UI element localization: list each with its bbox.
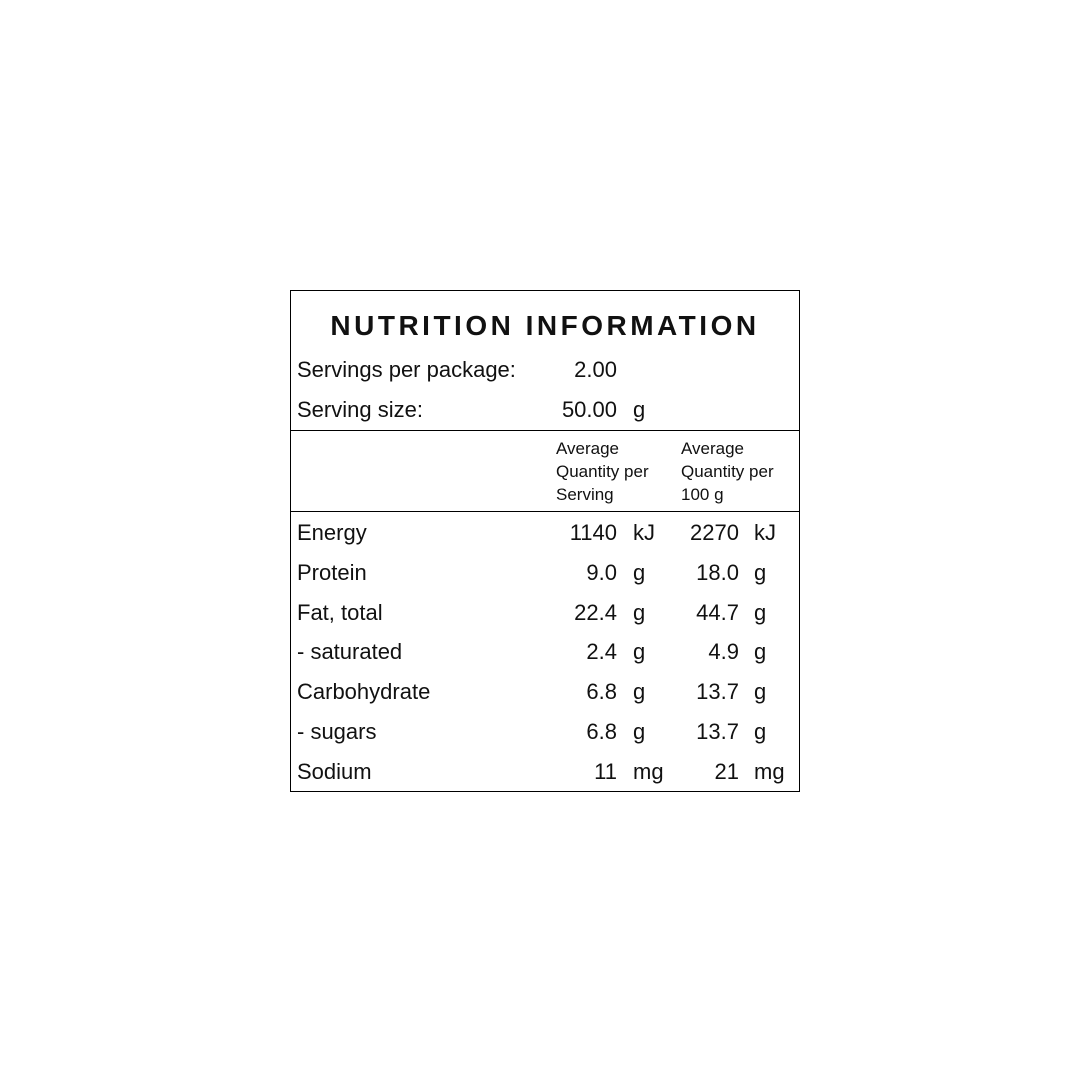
per-serving-value: 11 bbox=[594, 758, 617, 784]
per-100g-unit: g bbox=[754, 679, 767, 705]
per-100g-unit: mg bbox=[754, 758, 785, 784]
per-serving-unit: g bbox=[633, 679, 646, 705]
per-serving-unit: kJ bbox=[633, 520, 655, 545]
per-serving-value: 9.0 bbox=[586, 559, 617, 585]
divider bbox=[291, 511, 799, 512]
nutrition-panel: NUTRITION INFORMATION Servings per packag… bbox=[290, 290, 800, 792]
nutrient-name: Fat, total bbox=[297, 599, 383, 625]
per-serving-unit: g bbox=[633, 559, 646, 585]
nutrient-name: Sodium bbox=[297, 758, 372, 784]
nutrient-name: - saturated bbox=[297, 639, 403, 665]
per-100g-value: 13.7 bbox=[696, 719, 739, 744]
column-header: 100 g bbox=[681, 485, 724, 504]
per-serving-value: 6.8 bbox=[586, 719, 617, 744]
per-100g-value: 44.7 bbox=[696, 599, 739, 625]
column-header: Average bbox=[556, 439, 620, 458]
column-header: Quantity per bbox=[556, 462, 649, 481]
serving-size-unit: g bbox=[633, 397, 646, 422]
per-100g-unit: g bbox=[754, 599, 767, 625]
column-header: Serving bbox=[556, 485, 614, 504]
per-100g-unit: g bbox=[754, 559, 767, 585]
per-100g-unit: g bbox=[754, 719, 767, 744]
serving-size-label: Serving size: bbox=[297, 397, 423, 422]
per-serving-value: 1140 bbox=[569, 520, 617, 545]
per-serving-unit: g bbox=[633, 719, 646, 744]
nutrient-name: Carbohydrate bbox=[297, 679, 431, 705]
divider bbox=[291, 430, 799, 431]
per-100g-value: 13.7 bbox=[696, 679, 739, 705]
nutrient-name: Energy bbox=[297, 520, 367, 545]
per-100g-value: 4.9 bbox=[708, 639, 739, 665]
column-header: Quantity per bbox=[681, 462, 774, 481]
per-serving-unit: mg bbox=[633, 758, 664, 784]
per-100g-unit: g bbox=[754, 639, 767, 665]
per-serving-value: 6.8 bbox=[586, 679, 617, 705]
serving-size-value: 50.00 bbox=[561, 397, 617, 422]
per-100g-value: 2270 bbox=[690, 520, 739, 545]
per-serving-value: 2.4 bbox=[586, 639, 617, 665]
column-header: Average bbox=[681, 439, 745, 458]
per-serving-unit: g bbox=[633, 639, 646, 665]
per-100g-value: 21 bbox=[714, 758, 739, 784]
title: NUTRITION INFORMATION bbox=[330, 310, 760, 341]
per-serving-value: 22.4 bbox=[574, 599, 617, 625]
per-100g-unit: kJ bbox=[754, 520, 776, 545]
nutrient-name: Protein bbox=[297, 559, 367, 585]
nutrient-name: - sugars bbox=[297, 719, 377, 744]
servings-value: 2.00 bbox=[574, 357, 617, 382]
servings-label: Servings per package: bbox=[297, 357, 516, 382]
per-serving-unit: g bbox=[633, 599, 646, 625]
per-100g-value: 18.0 bbox=[696, 559, 739, 585]
